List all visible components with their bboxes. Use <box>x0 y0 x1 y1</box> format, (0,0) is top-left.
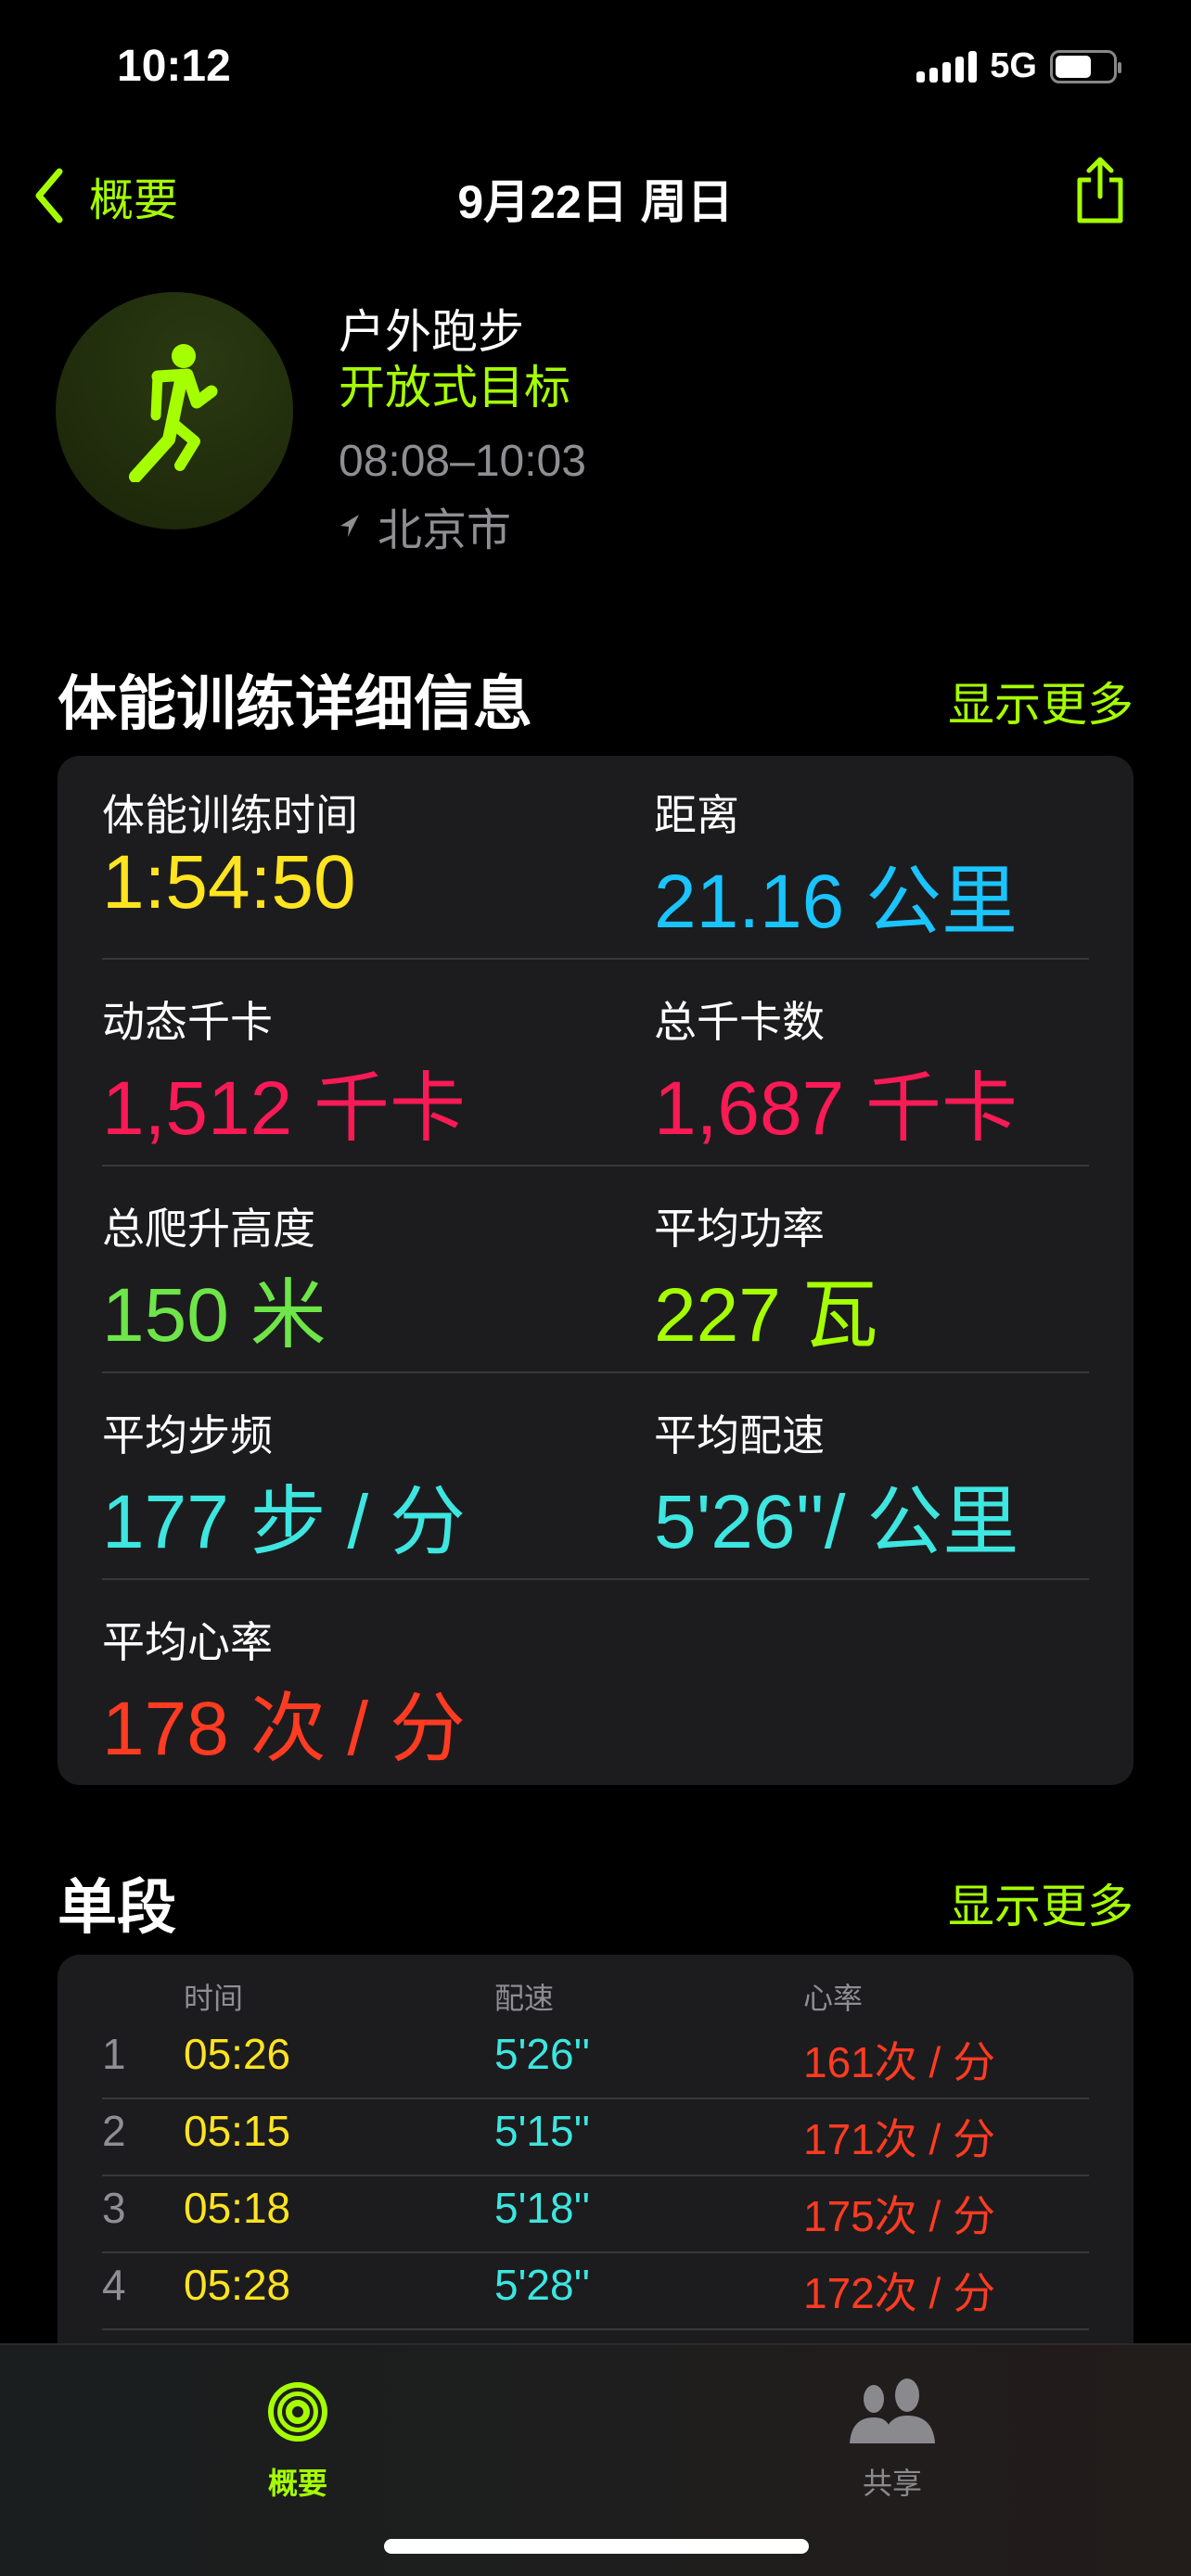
activity-rings-icon <box>268 2382 327 2442</box>
workout-time-range: 08:08–10:03 <box>339 437 586 486</box>
split-time: 05:18 <box>184 2184 291 2232</box>
metric-value: 1,512 千卡 <box>102 1066 466 1151</box>
col-header-pace: 配速 <box>494 1982 555 2015</box>
workout-goal: 开放式目标 <box>339 362 570 414</box>
split-time: 05:26 <box>184 2030 291 2078</box>
battery-icon <box>1050 49 1121 83</box>
metric-value: 21.16 公里 <box>654 860 1018 944</box>
splits-show-more[interactable]: 显示更多 <box>948 1881 1133 1932</box>
share-icon <box>1077 157 1123 223</box>
metric-value: 1:54:50 <box>102 840 356 925</box>
metric-value: 5'26''/ 公里 <box>654 1480 1019 1564</box>
divider <box>102 1371 1089 1373</box>
metric-label: 总爬升高度 <box>102 1205 315 1253</box>
location-arrow-icon <box>340 515 359 537</box>
workout-name: 户外跑步 <box>339 306 524 358</box>
split-n: 1 <box>102 2030 126 2078</box>
details-show-more[interactable]: 显示更多 <box>948 679 1133 731</box>
running-figure-icon <box>129 344 218 482</box>
divider <box>102 2174 1089 2176</box>
people-icon <box>850 2378 935 2443</box>
workout-location: 北京市 <box>339 493 511 558</box>
metric-value: 177 步 / 分 <box>102 1480 466 1564</box>
metric-value: 178 次 / 分 <box>102 1687 466 1771</box>
divider <box>102 1578 1089 1580</box>
split-pace: 5'28'' <box>494 2261 591 2309</box>
col-header-hr: 心率 <box>803 1982 864 2015</box>
split-hr: 161次 / 分 <box>803 2038 996 2086</box>
metric-label: 动态千卡 <box>102 998 273 1046</box>
splits-title: 单段 <box>58 1874 176 1941</box>
split-hr: 175次 / 分 <box>803 2192 996 2240</box>
page-title: 9月22日 周日 <box>457 176 734 228</box>
signal-icon <box>916 50 978 83</box>
split-pace: 5'18'' <box>494 2184 591 2232</box>
tab-bar: 概要 共享 <box>0 2343 1191 2576</box>
home-indicator[interactable] <box>384 2539 809 2554</box>
workout-icon <box>56 292 293 529</box>
split-n: 4 <box>102 2261 126 2309</box>
metric-label: 距离 <box>654 791 739 839</box>
metric-value: 1,687 千卡 <box>654 1066 1018 1151</box>
back-label: 概要 <box>89 176 179 225</box>
metric-label: 平均配速 <box>654 1411 825 1460</box>
split-hr: 172次 / 分 <box>803 2269 996 2317</box>
col-header-time: 时间 <box>184 1982 244 2015</box>
split-n: 3 <box>102 2184 126 2232</box>
details-title: 体能训练详细信息 <box>58 670 532 737</box>
metric-label: 平均步频 <box>102 1411 273 1460</box>
tab-sharing[interactable]: 共享 <box>800 2378 985 2503</box>
location-label: 北京市 <box>378 506 512 555</box>
metric-value: 227 瓦 <box>654 1273 878 1358</box>
splits-card: 时间 配速 心率 1 05:26 5'26'' 161次 / 分 2 05:15 5'15'… <box>58 1955 1133 2381</box>
split-time: 05:15 <box>184 2107 291 2155</box>
metric-value: 150 米 <box>102 1273 327 1358</box>
chevron-left-icon <box>35 168 63 223</box>
metric-label: 平均功率 <box>654 1205 825 1253</box>
metric-label: 体能训练时间 <box>102 791 358 839</box>
share-button[interactable] <box>1072 156 1128 229</box>
divider <box>102 958 1089 960</box>
divider <box>102 2251 1089 2253</box>
split-time: 05:28 <box>184 2261 291 2309</box>
split-n: 2 <box>102 2107 126 2155</box>
divider <box>102 2098 1089 2099</box>
split-pace: 5'26'' <box>494 2030 591 2078</box>
divider <box>102 1165 1089 1167</box>
details-card: 体能训练时间 1:54:50 距离 21.16 公里动态千卡 1,512 千卡 总千卡数 1… <box>58 756 1133 1785</box>
metric-label: 总千卡数 <box>654 998 825 1046</box>
status-time: 10:12 <box>117 42 231 91</box>
network-type: 5G <box>990 46 1037 85</box>
metric-label: 平均心率 <box>102 1618 273 1666</box>
back-button[interactable]: 概要 <box>33 163 178 228</box>
tab-summary[interactable]: 概要 <box>205 2378 391 2503</box>
split-hr: 171次 / 分 <box>803 2115 996 2163</box>
tab-summary-label: 概要 <box>267 2467 327 2500</box>
split-pace: 5'15'' <box>494 2107 591 2155</box>
divider <box>102 2328 1089 2330</box>
tab-sharing-label: 共享 <box>862 2467 922 2500</box>
status-indicators: 5G <box>916 46 1121 86</box>
